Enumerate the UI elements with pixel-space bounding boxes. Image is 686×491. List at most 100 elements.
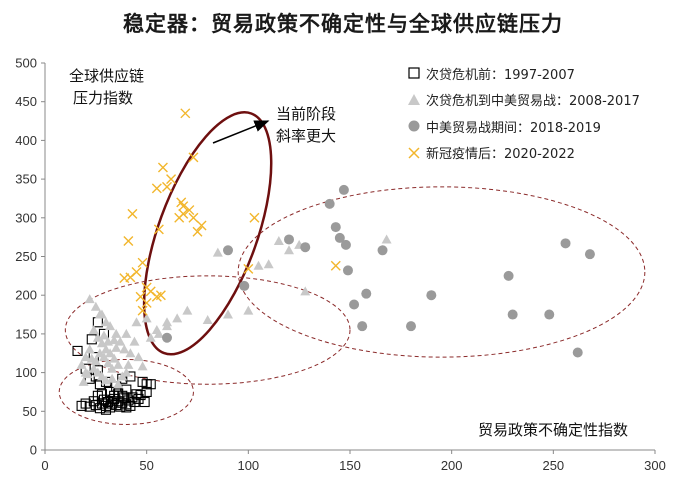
data-point-triangle: [121, 367, 132, 377]
data-point-x: [131, 266, 142, 277]
data-point-x: [162, 181, 172, 192]
data-point-triangle: [92, 332, 103, 342]
legend-item-post-covid: 新冠疫情后：2020-2022: [406, 140, 640, 167]
data-point-circle: [284, 234, 294, 245]
data-point-x: [141, 297, 152, 308]
slope-annotation-line-2: 斜率更大: [276, 127, 337, 145]
data-point-x: [178, 201, 189, 212]
y-tick-label: 450: [15, 94, 37, 109]
data-point-triangle: [253, 260, 264, 270]
data-point-circle: [503, 270, 514, 281]
data-point-circle: [330, 222, 341, 233]
data-point-triangle: [103, 358, 114, 368]
data-point-triangle: [129, 336, 140, 346]
triangle-icon: [408, 93, 420, 105]
data-point-circle: [324, 198, 335, 209]
legend-label: 次贷危机前：1997-2007: [426, 67, 575, 83]
y-tick-label: 400: [15, 133, 37, 148]
data-point-triangle: [300, 286, 311, 296]
data-point-x: [137, 257, 148, 268]
data-point-triangle: [284, 245, 294, 255]
slope-annotation: 当前阶段 斜率更大: [276, 103, 336, 147]
data-point-circle: [572, 347, 583, 358]
data-point-square: [92, 317, 103, 328]
data-point-triangle: [121, 328, 132, 338]
data-point-triangle: [381, 234, 392, 244]
data-point-circle: [338, 184, 349, 195]
x-tick-label: 250: [542, 458, 564, 473]
legend-item-crisis-to-tradewar: 次贷危机到中美贸易战：2008-2017: [406, 87, 640, 114]
data-point-triangle: [131, 317, 142, 327]
data-point-triangle: [202, 314, 213, 324]
data-point-triangle: [212, 247, 223, 257]
data-point-x: [174, 212, 185, 223]
data-point-x: [151, 291, 162, 302]
ellipse-3: [58, 358, 194, 425]
data-point-x: [188, 152, 199, 163]
data-point-x: [157, 162, 168, 173]
y-tick-label: 300: [15, 210, 37, 225]
ellipse-1: [237, 186, 646, 358]
data-point-x: [166, 174, 177, 185]
x-tick-label: 200: [441, 458, 463, 473]
data-point-circle: [357, 321, 368, 332]
data-point-square: [141, 379, 152, 390]
data-point-triangle: [105, 321, 116, 331]
data-point-square: [121, 402, 132, 413]
data-point-triangle: [243, 305, 254, 315]
data-point-triangle: [273, 236, 284, 246]
data-points: [72, 108, 595, 415]
data-point-circle: [334, 232, 345, 243]
data-point-circle: [239, 280, 250, 291]
data-point-triangle: [94, 309, 105, 319]
data-point-x: [127, 208, 138, 219]
legend-label: 中美贸易战期间：2018-2019: [426, 120, 601, 136]
data-point-triangle: [123, 359, 134, 369]
data-point-triangle: [105, 348, 116, 358]
data-point-triangle: [145, 332, 156, 342]
data-point-square: [72, 345, 83, 356]
data-point-x: [153, 224, 164, 235]
data-point-x: [137, 305, 148, 316]
data-point-triangle: [98, 352, 109, 362]
data-point-triangle: [107, 363, 118, 373]
data-point-x: [192, 226, 203, 237]
data-point-triangle: [76, 359, 87, 369]
data-point-triangle: [84, 294, 95, 304]
y-tick-label: 100: [15, 365, 37, 380]
legend-label: 新冠疫情后：2020-2022: [426, 147, 575, 163]
data-point-triangle: [141, 313, 152, 323]
data-point-triangle: [172, 313, 183, 323]
data-point-circle: [342, 265, 353, 276]
highlight-ellipses: [58, 111, 646, 425]
data-point-square: [139, 396, 150, 408]
data-point-triangle: [109, 353, 120, 363]
data-point-triangle: [223, 309, 233, 319]
data-point-x: [196, 220, 207, 231]
data-point-x: [151, 183, 162, 194]
data-point-triangle: [162, 321, 172, 331]
data-point-triangle: [263, 259, 274, 269]
y-tick-label: 200: [15, 288, 37, 303]
data-point-triangle: [113, 379, 124, 389]
y-tick-label: 500: [15, 56, 37, 71]
data-point-triangle: [109, 335, 120, 345]
data-point-triangle: [80, 352, 91, 362]
data-point-triangle: [90, 355, 101, 365]
slope-annotation-line-1: 当前阶段: [276, 105, 337, 123]
data-point-square: [131, 389, 142, 400]
data-point-circle: [223, 245, 233, 256]
axes: 0 50 100 150 200 250 300 0 50 100 150 200 250 300 350 4…: [15, 56, 666, 474]
y-axis-label-line-1: 全球供应链: [69, 67, 145, 85]
x-tick-label: 150: [339, 458, 361, 473]
y-tick-label: 50: [23, 404, 37, 419]
data-point-triangle: [119, 344, 130, 354]
circle-icon: [408, 120, 420, 132]
data-point-circle: [361, 288, 372, 299]
data-point-circle: [377, 245, 388, 256]
legend-item-tradewar: 中美贸易战期间：2018-2019: [406, 113, 640, 140]
data-point-circle: [584, 249, 595, 260]
ellipse-0: [142, 111, 273, 356]
y-tick-label: 250: [15, 249, 37, 264]
data-point-triangle: [90, 301, 101, 311]
